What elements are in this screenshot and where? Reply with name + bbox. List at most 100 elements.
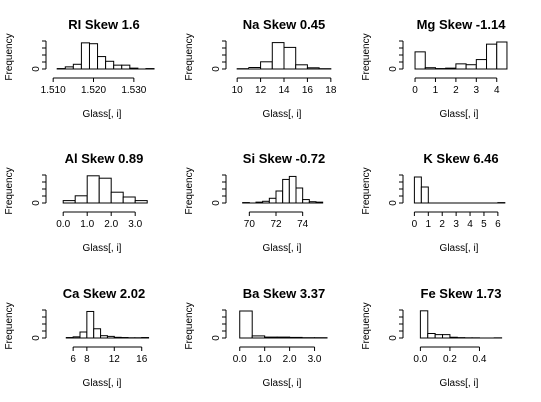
- x-tick-label: 18: [325, 85, 337, 96]
- x-axis-label: Glass[, i]: [440, 243, 479, 254]
- y-axis-label: Frequency: [184, 167, 195, 214]
- panel-title: K Skew 6.46: [423, 151, 498, 166]
- x-tick-label: 3.0: [308, 354, 322, 365]
- histogram-bar: [302, 199, 310, 204]
- x-axis-label: Glass[, i]: [263, 109, 302, 120]
- panel-title: Al Skew 0.89: [65, 151, 144, 166]
- y-tick-label: 0: [31, 200, 42, 206]
- histogram-panel: Ba Skew 3.37 Frequency 0 0.0 1.0 2.0 3.0 Glass[…: [184, 286, 328, 389]
- x-tick-label: 12: [255, 85, 267, 96]
- x-tick-label: 0.0: [56, 219, 70, 230]
- y-axis-label: Frequency: [184, 33, 195, 80]
- histogram-bar: [486, 43, 498, 70]
- x-axis-label: Glass[, i]: [440, 378, 479, 389]
- histogram-bar: [86, 175, 100, 204]
- histogram-bar: [275, 190, 284, 204]
- panel-title: Mg Skew -1.14: [417, 17, 507, 32]
- y-tick-label: 0: [211, 200, 222, 206]
- x-tick-label: 0: [412, 219, 418, 230]
- histogram-bar: [88, 43, 99, 70]
- histogram-bar: [455, 63, 467, 70]
- x-tick-label: 12: [109, 354, 121, 365]
- panel-title: Fe Skew 1.73: [421, 286, 502, 301]
- panel-title: Ca Skew 2.02: [63, 286, 145, 301]
- y-tick-label: 0: [388, 66, 399, 72]
- y-tick-label: 0: [31, 335, 42, 341]
- histogram-bar: [496, 41, 508, 70]
- histogram-bar: [74, 195, 88, 204]
- x-tick-label: 3: [474, 85, 480, 96]
- histogram-bar: [420, 186, 429, 204]
- x-axis-label: Glass[, i]: [263, 378, 302, 389]
- histogram-bar: [288, 175, 297, 204]
- panel-title: Ba Skew 3.37: [243, 286, 325, 301]
- x-tick-label: 6: [495, 219, 501, 230]
- histogram-bar: [97, 56, 107, 70]
- x-tick-label: 1.510: [41, 85, 66, 96]
- histogram-bar: [80, 42, 90, 70]
- x-axis-label: Glass[, i]: [263, 243, 302, 254]
- x-tick-label: 74: [297, 219, 309, 230]
- panel-title: Na Skew 0.45: [243, 17, 325, 32]
- panel-title: Si Skew -0.72: [243, 151, 325, 166]
- y-axis-label: Frequency: [4, 167, 15, 214]
- x-tick-label: 6: [70, 354, 76, 365]
- x-tick-label: 2.0: [104, 219, 118, 230]
- x-tick-label: 72: [270, 219, 282, 230]
- x-tick-label: 3.0: [128, 219, 142, 230]
- x-tick-label: 1.0: [258, 354, 272, 365]
- y-tick-label: 0: [211, 66, 222, 72]
- x-tick-label: 3: [453, 219, 459, 230]
- y-tick-label: 0: [388, 200, 399, 206]
- histogram-panel: Ca Skew 2.02 Frequency 0 6 8 12 16 Glass[, i]: [4, 286, 150, 389]
- histogram-bar: [113, 64, 123, 70]
- x-axis-label: Glass[, i]: [440, 109, 479, 120]
- x-tick-label: 0.4: [473, 354, 487, 365]
- histogram-bar: [121, 64, 131, 70]
- x-tick-label: 70: [244, 219, 256, 230]
- y-tick-label: 0: [31, 66, 42, 72]
- histogram-bar: [105, 60, 115, 70]
- x-tick-label: 5: [481, 219, 487, 230]
- histogram-panel: Mg Skew -1.14 Frequency 0 0 1 2 3 4 Glass[, i]: [361, 17, 508, 120]
- x-tick-label: 1: [433, 85, 439, 96]
- x-tick-label: 2.0: [283, 354, 297, 365]
- x-tick-label: 4: [494, 85, 500, 96]
- x-tick-label: 0.2: [443, 354, 457, 365]
- histogram-bar: [271, 42, 285, 70]
- histogram-bar: [475, 59, 488, 70]
- histogram-bar: [295, 64, 308, 70]
- x-tick-label: 10: [232, 85, 244, 96]
- histogram-panel: Si Skew -0.72 Frequency 0 70 72 74 Glass[, i]: [184, 151, 325, 254]
- histogram-bar: [98, 177, 112, 204]
- x-tick-label: 1.530: [121, 85, 146, 96]
- histogram-bar: [122, 196, 136, 204]
- histogram-bar: [268, 197, 277, 204]
- histogram-bar: [72, 63, 82, 70]
- y-axis-label: Frequency: [361, 167, 372, 214]
- y-tick-label: 0: [388, 335, 399, 341]
- histogram-bar: [110, 191, 124, 204]
- x-tick-label: 0.0: [233, 354, 247, 365]
- histogram-panel: Al Skew 0.89 Frequency 0 0.0 1.0 2.0 3.0 Glass[…: [4, 151, 148, 254]
- histogram-bar: [413, 176, 422, 204]
- histogram-bar: [239, 310, 253, 339]
- histogram-bar: [282, 178, 290, 204]
- histogram-bar: [419, 310, 429, 339]
- histogram-bar: [434, 334, 444, 339]
- histogram-panel: RI Skew 1.6 Frequency 0 1.510 1.520 1.530 Glas…: [4, 17, 155, 120]
- histogram-bar: [427, 333, 436, 339]
- x-tick-label: 16: [136, 354, 148, 365]
- y-axis-label: Frequency: [361, 33, 372, 80]
- histogram-bar: [283, 46, 297, 70]
- x-tick-label: 1.0: [80, 219, 94, 230]
- x-tick-label: 2: [453, 85, 459, 96]
- histogram-panel: Na Skew 0.45 Frequency 0 10 12 14 16 18 Glass[, …: [184, 17, 337, 120]
- x-tick-label: 1.520: [81, 85, 106, 96]
- histogram-bar: [465, 64, 477, 70]
- y-axis-label: Frequency: [4, 302, 15, 349]
- x-tick-label: 2: [439, 219, 445, 230]
- histogram-bar: [295, 187, 304, 204]
